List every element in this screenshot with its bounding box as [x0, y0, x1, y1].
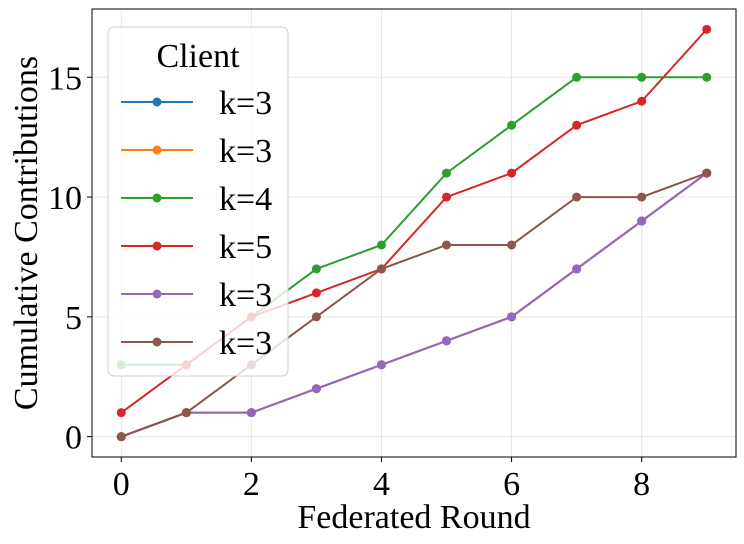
y-tick-label: 0	[65, 420, 82, 457]
data-point	[637, 96, 647, 106]
legend-entry: k=3	[121, 85, 272, 122]
legend-marker	[152, 337, 162, 347]
data-point	[376, 240, 386, 250]
data-point	[572, 264, 582, 274]
data-point	[702, 24, 712, 34]
data-point	[637, 216, 647, 226]
plot-frame	[91, 8, 737, 458]
legend-label: k=5	[219, 229, 272, 266]
data-point	[507, 240, 517, 250]
data-point	[637, 192, 647, 202]
x-tick-label: 0	[113, 466, 130, 503]
data-point	[311, 312, 321, 322]
legend-label: k=3	[219, 277, 272, 314]
data-point	[246, 408, 256, 418]
legend-marker	[152, 289, 162, 299]
data-point	[442, 240, 452, 250]
series-line	[120, 172, 708, 438]
data-point	[311, 264, 321, 274]
data-point	[442, 168, 452, 178]
y-axis-label: Cumulative Contributions	[8, 56, 45, 410]
data-point	[311, 288, 321, 298]
legend-entry: k=5	[121, 229, 272, 266]
data-point	[702, 168, 712, 178]
ticks: 0 2 4 6 8 0 5 10 15	[48, 60, 650, 503]
legend: Client k=3 k=3 k=4 k=5 k=3 k=3	[107, 26, 289, 377]
x-tick-label: 2	[243, 466, 260, 503]
legend-marker	[152, 97, 162, 107]
data-point	[572, 120, 582, 130]
x-tick-label: 8	[633, 466, 650, 503]
data-point	[637, 72, 647, 82]
x-tick-label: 6	[503, 466, 520, 503]
legend-label: k=3	[219, 133, 272, 170]
data-point	[507, 312, 517, 322]
x-axis-label: Federated Round	[297, 499, 530, 536]
x-tick-label: 4	[373, 466, 390, 503]
legend-entry: k=3	[121, 133, 272, 170]
data-point	[376, 360, 386, 370]
data-point	[572, 192, 582, 202]
data-point	[702, 72, 712, 82]
data-point	[442, 336, 452, 346]
data-point	[572, 72, 582, 82]
legend-label: k=3	[219, 85, 272, 122]
legend-entry: k=3	[121, 277, 272, 314]
data-point	[442, 192, 452, 202]
y-tick-label: 10	[48, 180, 82, 217]
data-point	[311, 384, 321, 394]
data-point	[507, 120, 517, 130]
legend-marker	[152, 145, 162, 155]
legend-label: k=4	[219, 181, 272, 218]
legend-entry: k=4	[121, 181, 272, 218]
data-point	[507, 168, 517, 178]
data-point	[376, 264, 386, 274]
legend-marker	[152, 193, 162, 203]
series-line	[120, 172, 708, 438]
data-point	[181, 408, 191, 418]
legend-marker	[152, 241, 162, 251]
series-layer	[116, 24, 712, 442]
legend-box	[107, 26, 289, 377]
legend-label: k=3	[219, 325, 272, 362]
data-point	[116, 432, 126, 442]
legend-entry: k=3	[121, 325, 272, 362]
y-tick-label: 5	[65, 300, 82, 337]
data-point	[116, 408, 126, 418]
y-tick-label: 15	[48, 60, 82, 97]
legend-title: Client	[156, 38, 240, 75]
